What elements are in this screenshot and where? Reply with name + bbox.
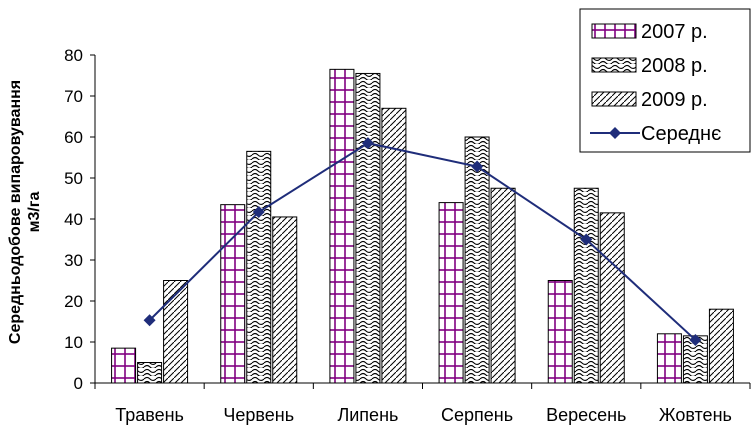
average-point-4 [471,160,484,173]
y-tick-label: 60 [64,128,83,147]
x-tick-label: Жовтень [659,405,732,425]
x-tick-label: Липень [337,405,398,425]
average-point-6 [689,333,702,346]
bar-2009-1 [163,280,189,384]
y-axis-label-line2: м3/га [26,192,43,233]
average-point-1 [143,314,156,327]
legend-label: 2007 р. [641,21,708,43]
bar-2009-4 [490,187,516,384]
y-tick-label: 30 [64,251,83,270]
legend-label: 2008 р. [641,55,708,77]
legend-swatch-2007 [591,23,637,39]
x-tick-label: Червень [223,405,294,425]
bar-2007-4 [438,202,464,384]
bar-2008-5 [573,187,599,384]
bar-2008-1 [137,362,163,384]
x-tick-label: Вересень [546,405,626,425]
legend-marker [609,127,621,139]
bars [111,68,734,384]
x-tick-label: Травень [115,405,184,425]
bar-2008-3 [355,72,381,384]
bar-2009-3 [381,107,407,384]
legend: 2007 р. 2008 р. 2009 р. Середнє [579,8,751,153]
x-tick-labels: Травень Червень Липень Серпень Вересень Жовте… [115,405,732,425]
x-tick-label: Серпень [441,405,513,425]
average-point-3 [361,137,374,150]
bar-2008-4 [464,136,490,384]
legend-swatch-2008 [591,57,637,73]
legend-swatch-2009 [591,91,637,107]
y-ticks: 0 10 20 30 40 50 60 70 80 [64,46,95,393]
y-tick-label: 70 [64,87,83,106]
bar-2007-3 [329,68,355,384]
legend-label: 2009 р. [641,89,708,111]
legend-label: Середнє [641,123,721,145]
bar-2007-2 [220,204,246,384]
bar-2009-6 [708,308,734,384]
bar-2007-5 [547,280,573,384]
average-line-series [143,137,702,346]
y-axis-label-line1: Середньодобове випаровування [7,80,24,344]
y-tick-label: 10 [64,333,83,352]
y-tick-label: 20 [64,292,83,311]
y-tick-label: 0 [74,374,83,393]
y-tick-label: 80 [64,46,83,65]
average-point-2 [252,206,265,219]
bar-2009-5 [599,212,625,384]
bar-2007-6 [656,333,682,384]
bar-2007-1 [111,347,137,384]
bar-2009-2 [272,216,298,384]
average-line [148,142,697,341]
y-tick-label: 40 [64,210,83,229]
average-point-5 [580,233,593,246]
bar-2008-2 [246,150,272,384]
y-tick-label: 50 [64,169,83,188]
